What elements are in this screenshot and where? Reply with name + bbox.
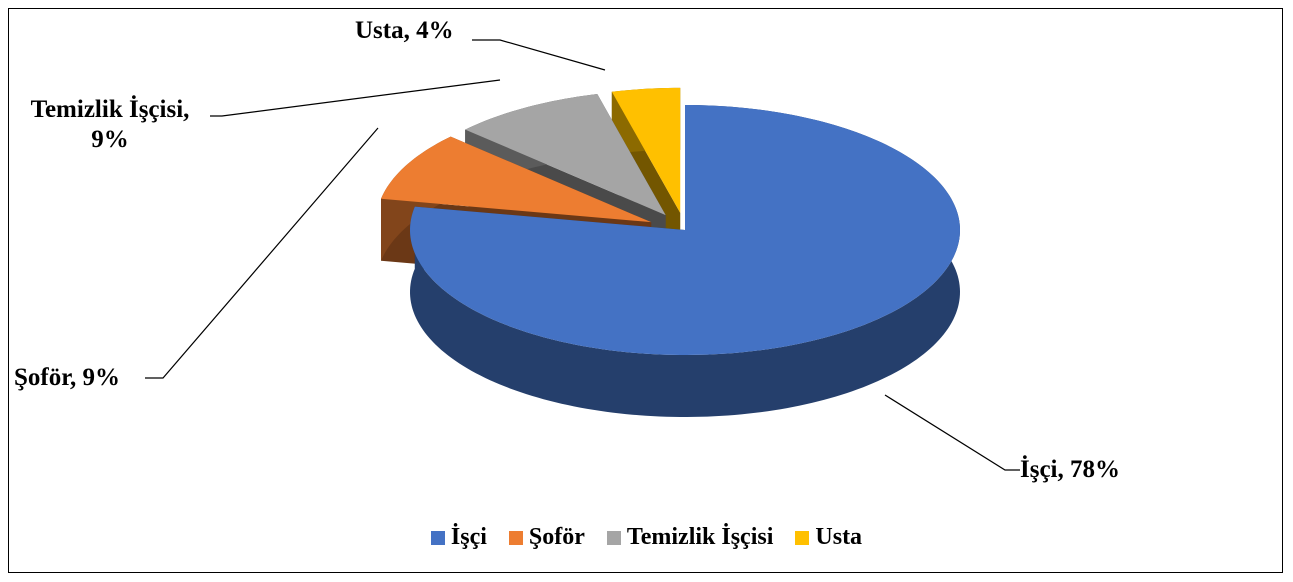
leader-line [145, 127, 379, 379]
pie [381, 87, 960, 417]
data-label: Temizlik İşçisi, 9% [30, 96, 190, 153]
legend-label: Usta [815, 524, 863, 550]
slice [611, 87, 681, 213]
slice [465, 94, 666, 216]
legend: İşçi Şoför Temizlik İşçisi Usta [0, 524, 1293, 551]
legend-swatch [508, 530, 523, 545]
leader-lines [145, 39, 1020, 471]
leader-line [884, 394, 1020, 471]
leader-line [472, 39, 606, 71]
leader-line [210, 79, 501, 117]
legend-swatch [430, 530, 445, 545]
chart-frame [8, 8, 1283, 573]
slice [410, 105, 960, 355]
slice [381, 136, 652, 223]
legend-item: İşçi [430, 524, 487, 551]
data-label: Usta, 4% [355, 17, 454, 44]
data-label: İşçi, 78% [1020, 456, 1120, 483]
legend-label: İşçi [450, 524, 487, 550]
legend-item: Usta [795, 524, 862, 551]
data-label: Şoför, 9% [14, 364, 121, 391]
legend-item: Şoför [508, 524, 585, 551]
legend-item: Temizlik İşçisi [606, 524, 774, 551]
legend-swatch [606, 530, 621, 545]
legend-swatch [795, 530, 810, 545]
legend-label: Temizlik İşçisi [626, 524, 774, 550]
legend-label: Şoför [528, 524, 585, 550]
